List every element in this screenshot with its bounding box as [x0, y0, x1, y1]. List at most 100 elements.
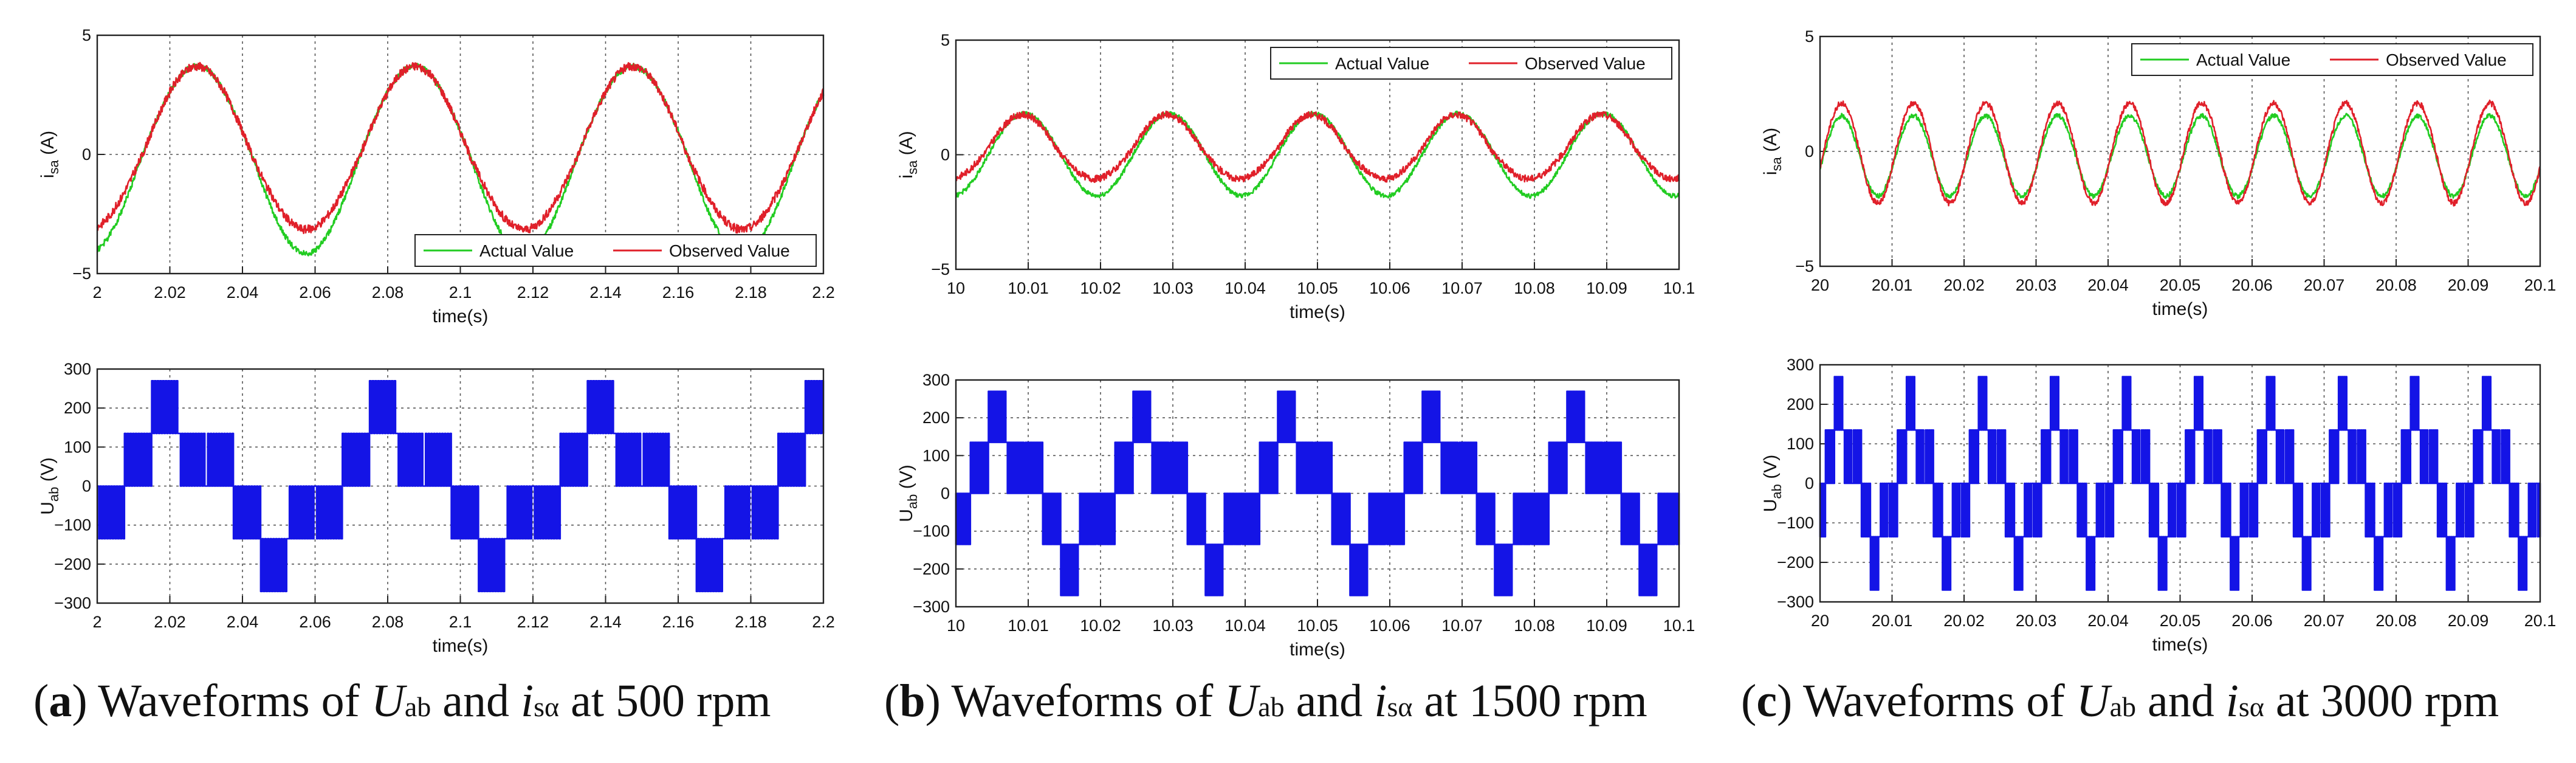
x-tick-label: 2.16 [662, 283, 695, 302]
series-line-actual-value [1819, 112, 2541, 199]
y-axis-label: isa (A) [1760, 128, 1784, 175]
x-tick-label: 20.1 [2524, 276, 2557, 294]
x-tick-label: 20.09 [2448, 276, 2489, 294]
x-tick-label: 10.08 [1514, 616, 1555, 635]
series-line-uab [955, 390, 1680, 596]
series-line-uab [1819, 376, 2541, 591]
y-axis-label-unit: (V) [1760, 455, 1781, 484]
y-axis-label-main: U [1760, 499, 1781, 513]
x-tick-label: 2.04 [227, 613, 259, 631]
y-axis-label-main: i [1760, 171, 1781, 175]
y-axis-label-unit: (V) [38, 457, 58, 486]
x-tick-label: 10.09 [1586, 279, 1627, 297]
x-tick-label: 10.06 [1369, 616, 1410, 635]
legend-label: Actual Value [1335, 54, 1429, 73]
x-tick-label: 2.12 [517, 613, 549, 631]
caption-a: (a) Waveforms of Uab and isα at 500 rpm [33, 675, 771, 727]
y-tick-label: −200 [1777, 553, 1814, 571]
x-tick-label: 20.09 [2448, 612, 2489, 630]
y-tick-label: −200 [54, 555, 91, 573]
x-tick-label: 2.14 [589, 283, 622, 302]
y-axis-label-sub: sa [46, 159, 61, 174]
y-tick-label: −5 [1795, 257, 1814, 275]
caption-c-label: c [1756, 675, 1777, 727]
x-tick-label: 10.06 [1369, 279, 1410, 297]
chart-a-top: 2 2.02 2.04 2.06 2.08 2.1 2.12 2.14 2.16 2.18 2.2 −… [38, 26, 835, 326]
x-tick-label: 20 [1811, 276, 1829, 294]
legend: Actual Value Observed Value [2131, 43, 2533, 76]
series-line-uab [97, 380, 825, 593]
x-tick-label: 20.06 [2231, 276, 2273, 294]
x-tick-label: 20.05 [2160, 612, 2201, 630]
x-axis-label: time(s) [1290, 302, 1345, 322]
x-tick-label: 10.09 [1586, 616, 1627, 635]
chart-a-bot: 2 2.02 2.04 2.06 2.08 2.1 2.12 2.14 2.16 2.18 2.2 −… [38, 360, 835, 656]
y-tick-label: 200 [64, 399, 91, 417]
y-axis-label-main: U [896, 509, 916, 522]
y-axis-label-main: i [896, 174, 916, 179]
y-axis-label-unit: (A) [896, 131, 916, 160]
y-tick-label: −100 [1777, 514, 1814, 532]
y-axis-label-unit: (V) [896, 464, 916, 494]
series-line-observed-value [96, 61, 825, 235]
y-tick-label: 5 [941, 31, 950, 49]
y-tick-label: 5 [1805, 27, 1814, 46]
x-tick-label: 10.04 [1224, 616, 1266, 635]
y-axis-label-sub: sa [1769, 156, 1784, 171]
y-axis-label-sub: ab [905, 494, 920, 509]
x-tick-label: 20.08 [2375, 276, 2417, 294]
legend-label: Observed Value [2386, 50, 2507, 69]
x-tick-label: 2.08 [372, 613, 404, 631]
y-tick-label: 0 [1805, 142, 1814, 161]
x-tick-label: 20.04 [2087, 612, 2129, 630]
x-tick-label: 2.06 [299, 613, 331, 631]
legend: Actual Value Observed Value [1270, 47, 1672, 80]
x-tick-label: 2.1 [449, 613, 472, 631]
plot-frame [96, 34, 825, 275]
chart-b-bot: 10 10.01 10.02 10.03 10.04 10.05 10.06 10.07 10.… [896, 371, 1695, 660]
x-tick-label: 20.06 [2231, 612, 2273, 630]
y-axis-label-sub: ab [1769, 484, 1784, 499]
x-tick-label: 2 [92, 283, 101, 302]
x-tick-label: 2.2 [812, 283, 835, 302]
x-tick-label: 2.16 [662, 613, 695, 631]
x-tick-label: 20.07 [2304, 276, 2345, 294]
y-tick-label: −5 [72, 264, 91, 283]
x-axis-label: time(s) [433, 306, 489, 326]
y-tick-label: 100 [1787, 435, 1814, 453]
y-tick-label: 5 [82, 26, 91, 44]
y-tick-label: 300 [922, 371, 950, 389]
caption-b-label: b [899, 675, 926, 727]
plot-frame [955, 379, 1680, 608]
x-tick-label: 10.1 [1663, 279, 1695, 297]
x-axis-label: time(s) [2152, 635, 2208, 655]
series-line-observed-value [1819, 99, 2541, 207]
y-axis-label-main: U [38, 502, 58, 515]
x-tick-label: 10.07 [1441, 279, 1483, 297]
y-axis-label: isa (A) [38, 131, 61, 178]
legend-label: Observed Value [1525, 54, 1646, 73]
y-tick-label: −5 [931, 260, 950, 278]
x-tick-label: 2.2 [812, 613, 835, 631]
y-tick-label: 0 [941, 146, 950, 164]
y-axis-label: Uab (V) [896, 464, 920, 522]
x-tick-label: 20.07 [2304, 612, 2345, 630]
x-tick-label: 2.02 [154, 283, 186, 302]
y-tick-label: 0 [82, 145, 91, 164]
y-axis-label: Uab (V) [38, 457, 61, 514]
x-tick-label: 2.18 [735, 283, 767, 302]
x-tick-label: 10.08 [1514, 279, 1555, 297]
x-tick-label: 10.1 [1663, 616, 1695, 635]
x-axis-label: time(s) [2152, 299, 2208, 319]
plot-frame [1819, 364, 2541, 603]
y-tick-label: 200 [1787, 395, 1814, 413]
y-tick-label: 300 [64, 360, 91, 378]
x-tick-label: 2.12 [517, 283, 549, 302]
y-tick-label: −200 [913, 560, 950, 578]
y-tick-label: 0 [82, 477, 91, 495]
plot-frame [96, 368, 825, 604]
x-tick-label: 2.1 [449, 283, 472, 302]
x-tick-label: 2.18 [735, 613, 767, 631]
y-tick-label: −300 [1777, 593, 1814, 611]
